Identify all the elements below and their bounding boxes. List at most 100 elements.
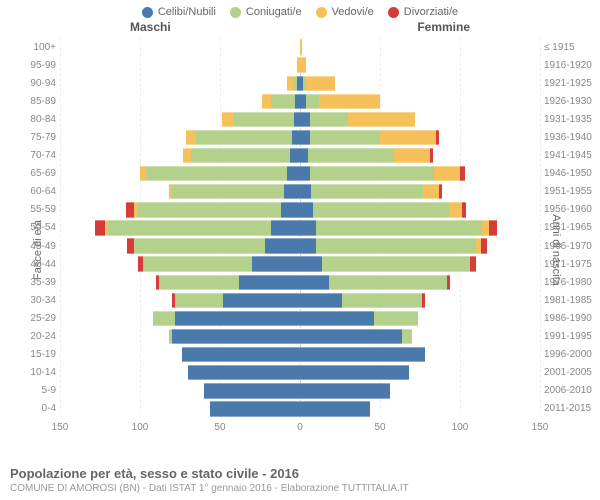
female-half (300, 220, 540, 235)
bar-area (60, 347, 540, 362)
footer-subtitle: COMUNE DI AMOROSI (BN) - Dati ISTAT 1° g… (10, 483, 590, 494)
legend-swatch (142, 7, 153, 18)
female-half (300, 275, 540, 290)
birth-year-label: ≤ 1915 (544, 42, 598, 53)
birth-year-label: 1951-1955 (544, 186, 598, 197)
bar-segment (342, 293, 422, 308)
bar-segment (434, 166, 460, 181)
age-row: 60-641951-1955 (60, 183, 540, 201)
bar-area (60, 148, 540, 163)
age-label: 35-39 (16, 277, 56, 288)
bar-area (60, 202, 540, 217)
bar-area (60, 238, 540, 253)
male-half (60, 220, 300, 235)
bar-segment (300, 311, 374, 326)
birth-year-label: 1941-1945 (544, 150, 598, 161)
male-half (60, 166, 300, 181)
x-tick: 150 (52, 422, 69, 433)
female-half (300, 311, 540, 326)
male-stack (60, 256, 300, 271)
age-row: 55-591956-1960 (60, 201, 540, 219)
bar-segment (439, 184, 442, 199)
bar-segment (470, 256, 476, 271)
bar-segment (306, 94, 319, 109)
age-row: 10-142001-2005 (60, 364, 540, 382)
bar-area (60, 39, 540, 54)
male-half (60, 401, 300, 416)
female-stack (300, 76, 540, 91)
bar-area (60, 329, 540, 344)
x-axis-ticks: 15010050050100150 (60, 422, 540, 438)
bar-segment (196, 130, 292, 145)
age-row: 100+≤ 1915 (60, 38, 540, 56)
female-stack (300, 401, 540, 416)
male-stack (60, 401, 300, 416)
bar-segment (423, 184, 439, 199)
female-half (300, 76, 540, 91)
male-stack (60, 293, 300, 308)
male-stack (60, 220, 300, 235)
bar-segment (182, 347, 300, 362)
bar-segment (449, 202, 462, 217)
header-male: Maschi (130, 20, 171, 34)
bar-segment (311, 184, 423, 199)
bar-segment (153, 311, 175, 326)
male-half (60, 202, 300, 217)
bar-segment (422, 293, 425, 308)
legend-item: Vedovi/e (316, 6, 374, 18)
age-label: 55-59 (16, 204, 56, 215)
age-label: 65-69 (16, 168, 56, 179)
population-pyramid-chart: { "legend": [ {"label": "Celibi/Nubili",… (0, 0, 600, 500)
female-stack (300, 148, 540, 163)
gender-headers: Maschi Femmine (0, 20, 600, 38)
bar-segment (262, 94, 272, 109)
bar-segment (300, 383, 390, 398)
bar-segment (143, 256, 252, 271)
bar-segment (462, 202, 467, 217)
age-row: 5-92006-2010 (60, 382, 540, 400)
female-half (300, 238, 540, 253)
bar-area (60, 275, 540, 290)
header-female: Femmine (417, 20, 470, 34)
bar-segment (204, 383, 300, 398)
bar-segment (300, 130, 310, 145)
age-label: 5-9 (16, 385, 56, 396)
male-half (60, 347, 300, 362)
bar-area (60, 184, 540, 199)
bar-area (60, 166, 540, 181)
bar-segment (313, 202, 449, 217)
female-half (300, 184, 540, 199)
age-row: 0-42011-2015 (60, 400, 540, 418)
female-half (300, 383, 540, 398)
bar-segment (300, 220, 316, 235)
bar-segment (252, 256, 300, 271)
x-tick: 100 (132, 422, 149, 433)
female-stack (300, 184, 540, 199)
female-half (300, 148, 540, 163)
bar-segment (300, 401, 370, 416)
bar-area (60, 401, 540, 416)
bar-segment (284, 184, 300, 199)
female-half (300, 256, 540, 271)
bar-segment (239, 275, 300, 290)
bar-segment (281, 202, 300, 217)
male-stack (60, 76, 300, 91)
bar-area (60, 57, 540, 72)
bar-segment (402, 329, 412, 344)
female-stack (300, 238, 540, 253)
bar-segment (380, 130, 436, 145)
bar-segment (300, 112, 310, 127)
plot-area: 100+≤ 191595-991916-192090-941921-192585… (60, 38, 540, 438)
bar-segment (292, 130, 300, 145)
female-half (300, 329, 540, 344)
male-half (60, 293, 300, 308)
bar-segment (316, 220, 482, 235)
bar-segment (300, 365, 409, 380)
male-stack (60, 166, 300, 181)
chart-footer: Popolazione per età, sesso e stato civil… (10, 466, 590, 494)
legend-label: Vedovi/e (332, 6, 374, 18)
male-half (60, 130, 300, 145)
female-half (300, 94, 540, 109)
x-tick: 50 (214, 422, 225, 433)
x-tick: 0 (297, 422, 303, 433)
